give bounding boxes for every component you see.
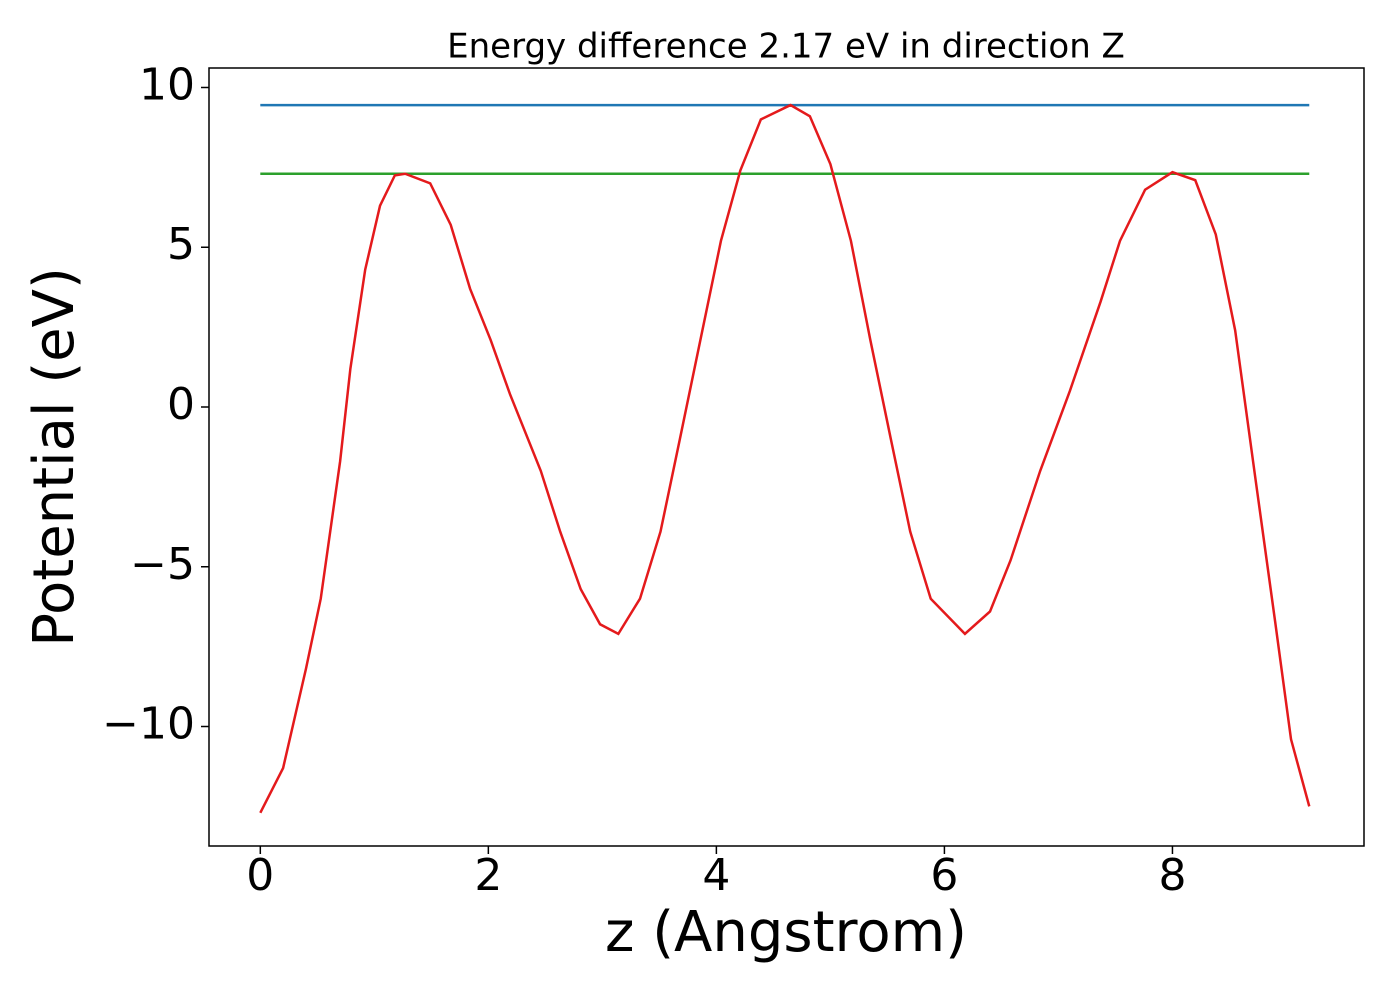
plot-frame [208,67,1365,847]
x-tick-label: 6 [930,850,958,901]
x-tick-label: 2 [474,850,502,901]
chart-title: Energy difference 2.17 eV in direction Z [447,27,1125,67]
x-tick-label: 8 [1158,850,1186,901]
y-tick-label: −10 [102,699,195,750]
x-tick-label: 4 [702,850,730,901]
x-tick-label: 0 [246,850,274,901]
y-tick-label: 5 [167,219,195,270]
y-tick-label: −5 [130,539,195,590]
y-tick-label: 0 [167,379,195,430]
y-tick-label: 10 [139,59,195,110]
series-line [259,103,1311,814]
x-axis-label: z (Angstrom) [605,900,967,965]
y-axis-label: Potential (eV) [22,267,87,647]
